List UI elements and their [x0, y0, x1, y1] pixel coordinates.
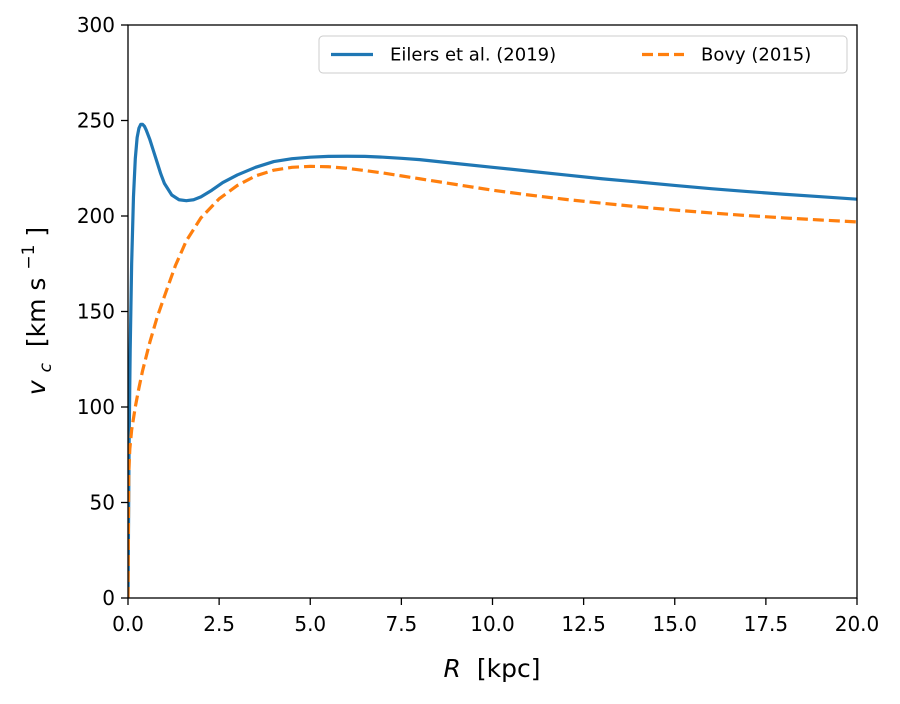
x-axis-unit: [kpc]	[477, 654, 541, 683]
y-tick-label: 50	[90, 491, 115, 515]
plot-area	[128, 122, 857, 598]
y-axis-label: v c [km s −1 ]	[11, 227, 57, 395]
series-line-0	[128, 122, 857, 598]
y-tick-label: 0	[102, 586, 115, 610]
x-tick-label: 20.0	[835, 612, 880, 636]
x-tick-label: 10.0	[470, 612, 515, 636]
y-axis-symbol: v	[22, 379, 51, 395]
axes-frame	[127, 24, 858, 599]
x-tick-label: 2.5	[203, 612, 235, 636]
x-tick-label: 7.5	[385, 612, 417, 636]
legend: Eilers et al. (2019) Bovy (2015)	[318, 35, 848, 74]
x-axis-symbol: R	[444, 654, 461, 683]
y-tick-label: 300	[77, 13, 115, 37]
x-tick-label: 0.0	[112, 612, 144, 636]
y-tick-label: 200	[77, 204, 115, 228]
x-tick-label: 5.0	[294, 612, 326, 636]
y-axis-unit-close: ]	[22, 227, 51, 237]
y-tick-label: 150	[77, 300, 115, 324]
legend-label-1: Bovy (2015)	[701, 45, 811, 66]
series-line-1	[128, 164, 857, 598]
y-axis-subscript: c	[36, 362, 56, 372]
x-tick-label: 15.0	[652, 612, 697, 636]
legend-frame	[318, 35, 848, 74]
x-tick-label: 17.5	[744, 612, 789, 636]
legend-label-0: Eilers et al. (2019)	[390, 45, 556, 66]
y-axis-unit: [km s	[22, 278, 51, 348]
y-tick-label: 250	[77, 109, 115, 133]
axes-layer: 0.0 2.5 5.0 7.5 10.0 12.5 15.0 17.5 20.0 0 50 100 15…	[77, 13, 879, 636]
x-tick-label: 12.5	[561, 612, 606, 636]
y-axis-unit-exponent: −1	[19, 245, 39, 270]
x-axis-label: R [kpc]	[444, 654, 541, 683]
y-tick-label: 100	[77, 395, 115, 419]
